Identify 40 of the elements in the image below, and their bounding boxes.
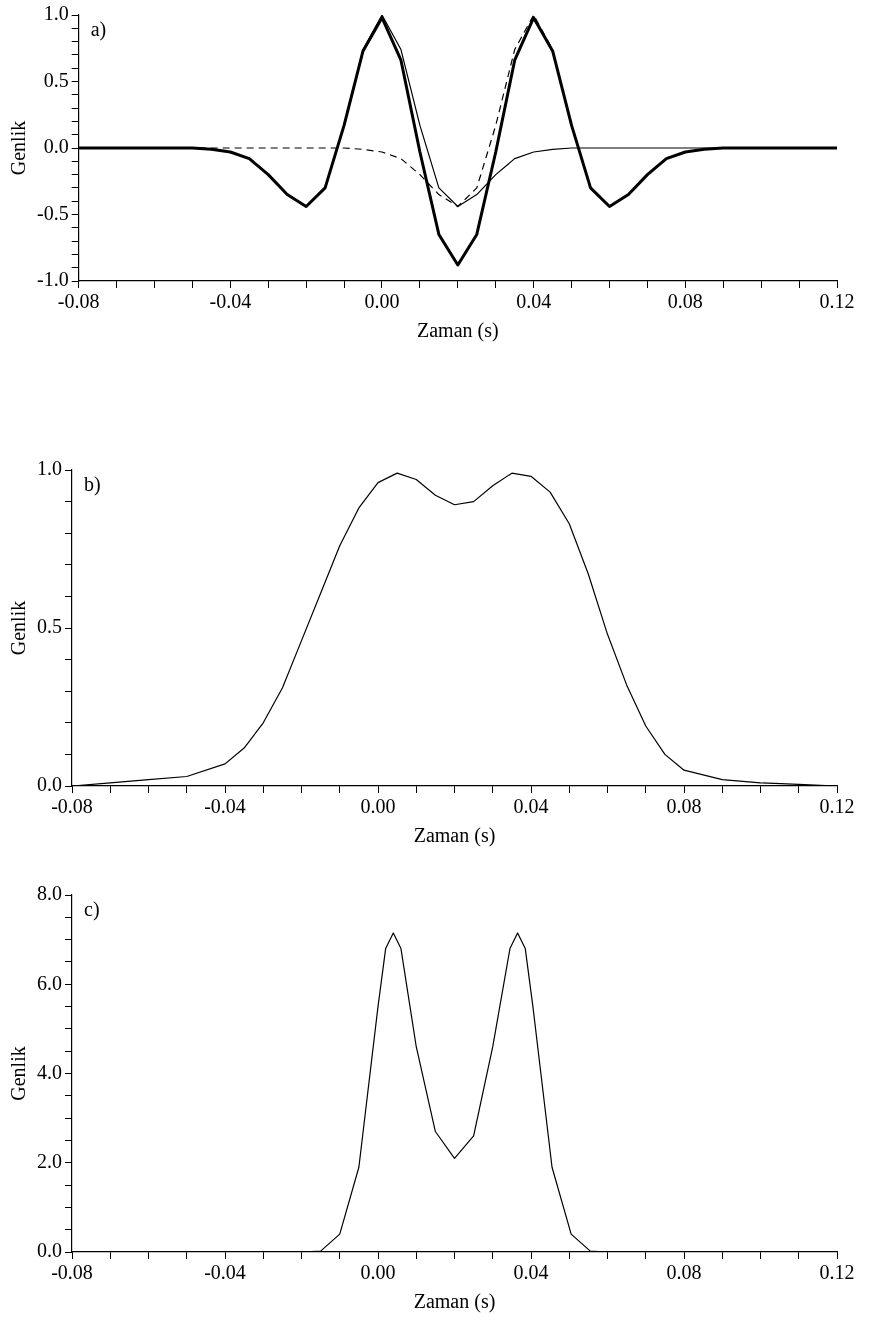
x-tick-label: 0.12 <box>819 290 855 313</box>
x-tick-label: -0.04 <box>209 290 252 313</box>
y-axis-title: Genlik <box>7 600 30 656</box>
y-tick-label: 1.0 <box>37 457 62 480</box>
x-tick-label: 0.04 <box>513 1261 549 1284</box>
y-axis-title: Genlik <box>7 120 30 176</box>
y-tick-label: 1.0 <box>43 2 69 25</box>
x-tick-label: -0.08 <box>51 1261 93 1284</box>
x-axis-title: Zaman (s) <box>417 319 499 343</box>
y-tick-label: 0.0 <box>37 773 62 796</box>
annotation: b) <box>84 473 101 497</box>
x-tick-label: 0.04 <box>516 290 552 313</box>
x-tick-label: 0.08 <box>666 795 702 818</box>
x-tick-label: -0.08 <box>57 290 100 313</box>
y-tick-label: -0.5 <box>36 201 69 224</box>
y-tick-label: 2.0 <box>37 1150 62 1172</box>
x-tick-label: 0.08 <box>666 1261 702 1284</box>
y-tick-label: 0.0 <box>43 135 69 158</box>
x-tick-label: -0.08 <box>51 795 93 818</box>
annotation: a) <box>90 18 107 42</box>
x-tick-label: 0.00 <box>360 795 396 818</box>
y-axis-title: Genlik <box>7 1046 30 1101</box>
x-tick-label: -0.04 <box>204 795 246 818</box>
x-axis-title: Zaman (s) <box>413 824 496 848</box>
y-tick-label: 4.0 <box>37 1060 62 1083</box>
y-tick-label: -1.0 <box>36 268 69 291</box>
x-tick-label: -0.04 <box>204 1261 246 1284</box>
x-tick-label: 0.08 <box>667 290 703 313</box>
annotation: c) <box>84 898 100 922</box>
y-tick-label: 6.0 <box>37 971 62 994</box>
y-tick-label: 0.5 <box>43 68 69 91</box>
x-tick-label: 0.00 <box>360 1261 396 1284</box>
x-tick-label: 0.12 <box>819 1261 855 1284</box>
x-tick-label: 0.00 <box>364 290 400 313</box>
x-axis-title: Zaman (s) <box>413 1290 496 1314</box>
x-tick-label: 0.04 <box>513 795 549 818</box>
x-tick-label: 0.12 <box>819 795 855 818</box>
y-tick-label: 8.0 <box>37 882 62 905</box>
y-tick-label: 0.0 <box>37 1239 62 1262</box>
y-tick-label: 0.5 <box>37 615 62 638</box>
